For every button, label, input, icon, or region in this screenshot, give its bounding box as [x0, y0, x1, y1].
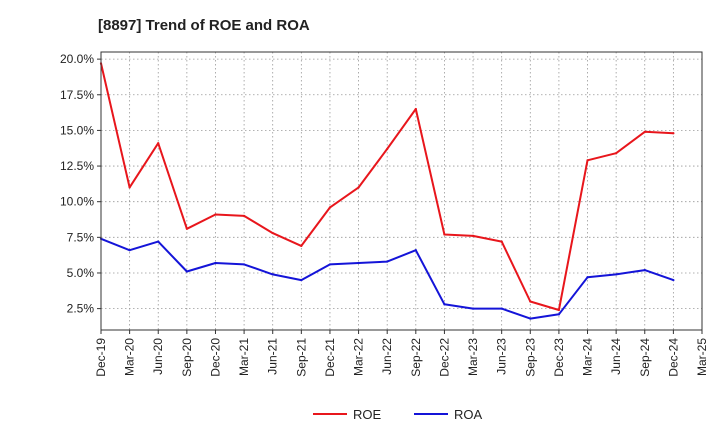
x-tick-label: Jun-22: [380, 338, 394, 375]
x-tick-label: Mar-20: [123, 338, 137, 376]
x-tick-label: Dec-19: [94, 338, 108, 377]
legend-label-roe: ROE: [353, 407, 382, 422]
data-point-roe: [242, 214, 246, 218]
x-tick-label: Jun-23: [495, 338, 509, 375]
y-axis-ticks: 20.0% 17.5% 15.0% 12.5% 10.0% 7.5% 5.0% 2.5%: [60, 52, 101, 316]
x-tick-label: Dec-22: [437, 338, 451, 377]
y-tick-label: 15.0%: [60, 123, 94, 137]
x-tick-label: Sep-24: [638, 338, 652, 377]
data-point-roa: [386, 260, 389, 263]
y-tick-label: 5.0%: [67, 266, 95, 280]
data-point-roa: [443, 303, 446, 306]
data-point-roe: [529, 300, 532, 303]
data-point-roa: [586, 276, 589, 279]
data-point-roe: [500, 240, 503, 243]
data-point-roe: [328, 206, 332, 209]
data-point-roa: [128, 249, 131, 252]
x-axis-ticks: Dec-19 Mar-20 Jun-20 Sep-20 Dec-20 Mar-21 Jun-…: [94, 330, 709, 377]
x-tick-label: Dec-20: [208, 338, 222, 377]
data-point-roe: [157, 142, 160, 145]
y-tick-label: 10.0%: [60, 195, 94, 209]
y-tick-label: 7.5%: [67, 230, 95, 244]
data-point-roa: [615, 273, 618, 276]
x-tick-label: Mar-21: [237, 338, 251, 376]
data-point-roa: [471, 307, 475, 310]
x-tick-label: Jun-24: [609, 338, 623, 375]
legend: ROE ROA: [313, 407, 483, 422]
legend-label-roa: ROA: [454, 407, 483, 422]
y-tick-label: 20.0%: [60, 52, 94, 66]
data-point-roa: [157, 240, 160, 243]
data-point-roe: [300, 244, 303, 247]
data-point-roa: [500, 307, 503, 310]
data-point-roa: [242, 263, 246, 266]
data-point-roa: [300, 279, 303, 282]
data-point-roa: [529, 317, 532, 320]
data-point-roa: [643, 269, 646, 272]
x-tick-label: Mar-22: [352, 338, 366, 376]
x-tick-label: Dec-23: [552, 338, 566, 377]
data-point-roa: [357, 261, 360, 265]
chart-title: [8897] Trend of ROE and ROA: [98, 17, 310, 34]
data-point-roe: [214, 213, 217, 216]
data-point-roe: [357, 186, 360, 189]
x-tick-label: Dec-21: [323, 338, 337, 377]
data-point-roe: [271, 231, 274, 235]
plot-frame: [100, 51, 703, 331]
data-point-roe: [586, 159, 589, 162]
data-point-roa: [185, 270, 188, 273]
x-tick-label: Sep-22: [409, 338, 423, 377]
data-point-roa: [271, 273, 274, 276]
data-point-roa: [557, 313, 561, 316]
series-layer: [99, 62, 675, 320]
data-point-roe: [615, 152, 618, 155]
x-tick-label: Mar-23: [466, 338, 480, 376]
data-point-roa: [672, 279, 675, 282]
data-point-roe: [414, 107, 417, 111]
data-point-roa: [414, 249, 417, 252]
data-point-roe: [643, 130, 646, 133]
series-line-roa: [100, 237, 674, 320]
data-point-roa: [328, 263, 332, 266]
x-tick-label: Dec-24: [666, 338, 680, 377]
x-tick-label: Sep-21: [294, 338, 308, 377]
y-tick-label: 17.5%: [60, 88, 94, 102]
x-tick-label: Mar-24: [581, 338, 595, 376]
grid-layer: [100, 52, 703, 330]
x-tick-label: Sep-20: [180, 338, 194, 377]
data-point-roe: [471, 234, 475, 238]
x-tick-label: Mar-25: [695, 338, 709, 376]
data-point-roe: [443, 233, 446, 236]
x-tick-label: Jun-20: [151, 338, 165, 375]
data-point-roe: [128, 186, 131, 189]
data-point-roa: [214, 261, 217, 265]
x-tick-label: Sep-23: [523, 338, 537, 377]
x-tick-label: Jun-21: [266, 338, 280, 375]
y-tick-label: 12.5%: [60, 159, 94, 173]
data-point-roe: [557, 308, 561, 312]
y-tick-label: 2.5%: [67, 302, 95, 316]
data-point-roe: [672, 132, 675, 135]
data-point-roe: [386, 147, 389, 151]
data-point-roe: [185, 227, 188, 230]
